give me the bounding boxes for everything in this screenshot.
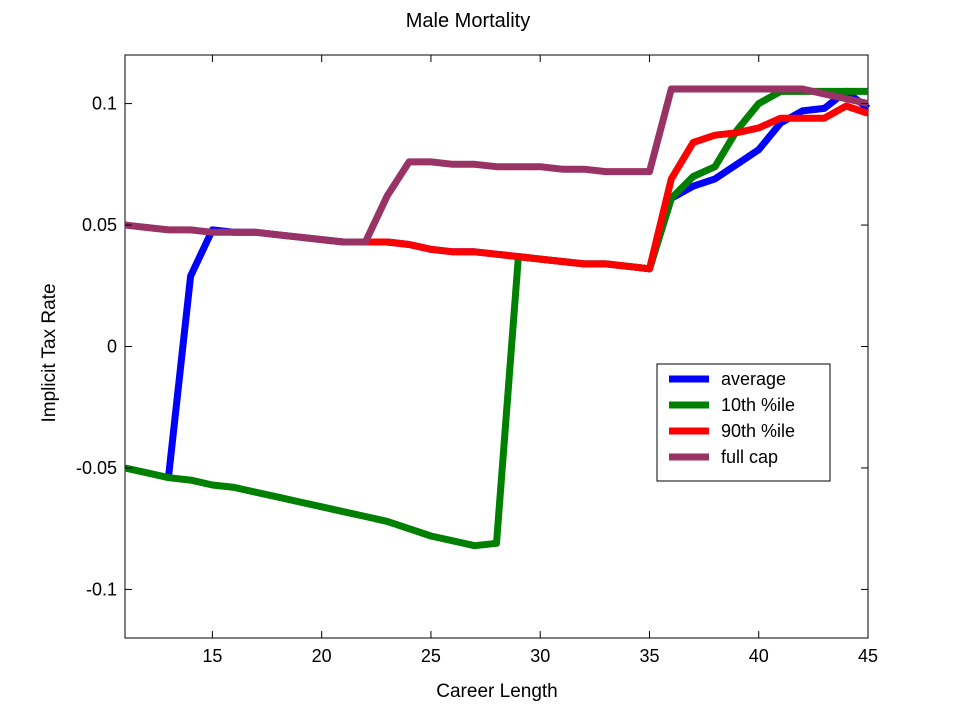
series-line-3 xyxy=(124,85,869,246)
y-tick-label: 0 xyxy=(107,337,117,357)
y-tick-label: -0.05 xyxy=(76,458,117,478)
x-tick-label: 40 xyxy=(749,646,769,666)
x-axis-label: Career Length xyxy=(436,681,557,702)
x-tick-label: 20 xyxy=(312,646,332,666)
legend-label-0: average xyxy=(721,369,786,389)
x-tick-label: 45 xyxy=(858,646,878,666)
series-line-1 xyxy=(124,87,868,550)
legend-box xyxy=(656,363,831,482)
legend-label-3: full cap xyxy=(721,447,778,467)
y-tick-label: 0.05 xyxy=(82,215,117,235)
plot-area-frame xyxy=(124,54,869,639)
legend-label-1: 10th %ile xyxy=(721,395,795,415)
x-tick-label: 30 xyxy=(530,646,550,666)
y-tick-label: 0.1 xyxy=(92,94,117,114)
y-axis-label: Implicit Tax Rate xyxy=(39,283,60,422)
legend: average 10th %ile 90th %ile full cap xyxy=(656,363,831,482)
series-layer xyxy=(124,85,871,550)
x-tick-label: 25 xyxy=(421,646,441,666)
x-tick-label: 35 xyxy=(639,646,659,666)
series-line-2 xyxy=(365,102,870,273)
x-tick-label: 15 xyxy=(202,646,222,666)
axis-ticks: 15 20 25 30 35 40 45 -0.1 -0.05 0 0.05 0.1 xyxy=(76,55,878,666)
chart-title: Male Mortality xyxy=(406,10,530,32)
y-tick-label: -0.1 xyxy=(86,579,117,599)
legend-label-2: 90th %ile xyxy=(721,421,795,441)
